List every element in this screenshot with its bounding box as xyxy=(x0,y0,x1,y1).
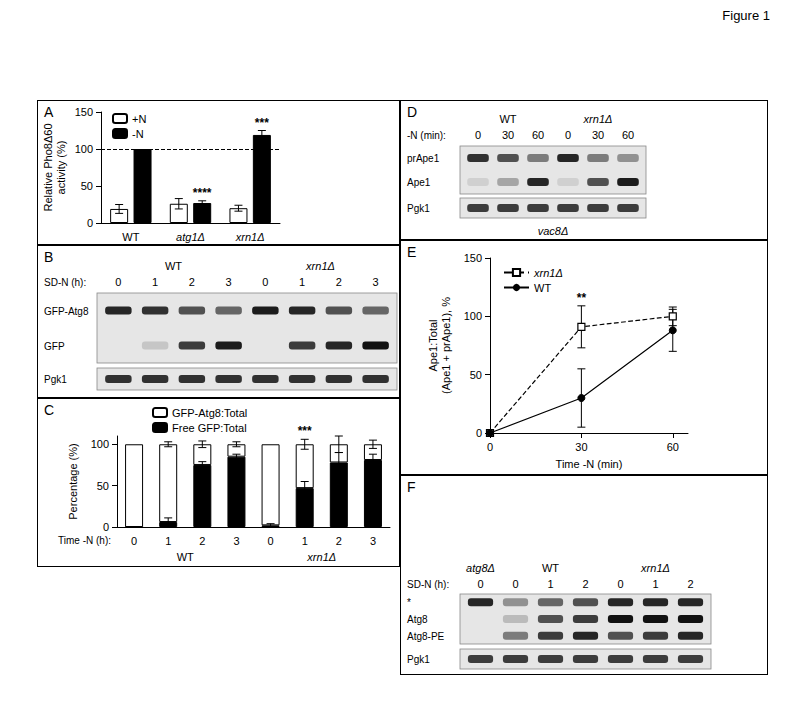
svg-text:Free GFP:Total: Free GFP:Total xyxy=(172,422,247,434)
svg-text:SD-N (h):: SD-N (h): xyxy=(407,579,449,590)
svg-text:+N: +N xyxy=(132,113,146,125)
svg-text:WT: WT xyxy=(542,562,559,574)
svg-text:xrn1Δ: xrn1Δ xyxy=(305,260,335,272)
svg-text:0: 0 xyxy=(87,217,93,229)
svg-text:-N: -N xyxy=(132,128,144,140)
svg-text:0: 0 xyxy=(475,129,481,141)
svg-text:2: 2 xyxy=(336,535,342,547)
svg-text:GFP-Atg8:Total: GFP-Atg8:Total xyxy=(172,407,247,419)
svg-text:atg8Δ: atg8Δ xyxy=(466,562,495,574)
svg-text:1: 1 xyxy=(165,535,171,547)
svg-text:xrn1Δ: xrn1Δ xyxy=(235,231,265,243)
svg-text:GFP-Atg8: GFP-Atg8 xyxy=(44,306,89,317)
svg-text:150: 150 xyxy=(75,106,93,118)
svg-text:0: 0 xyxy=(268,535,274,547)
svg-text:Relative Pho8Δ60: Relative Pho8Δ60 xyxy=(42,123,54,211)
svg-text:xrn1Δ: xrn1Δ xyxy=(640,562,670,574)
svg-text:0: 0 xyxy=(262,276,268,288)
svg-text:100: 100 xyxy=(75,143,93,155)
svg-text:1: 1 xyxy=(299,276,305,288)
svg-text:3: 3 xyxy=(370,535,376,547)
svg-text:1: 1 xyxy=(547,578,553,590)
svg-text:0: 0 xyxy=(477,578,483,590)
svg-text:60: 60 xyxy=(622,129,634,141)
html-text:F: F xyxy=(407,479,416,495)
svg-text:150: 150 xyxy=(464,252,482,264)
svg-text:2: 2 xyxy=(189,276,195,288)
svg-text:1: 1 xyxy=(652,578,658,590)
svg-text:***: *** xyxy=(298,424,312,438)
svg-text:Ape1:Total: Ape1:Total xyxy=(427,320,439,372)
svg-text:30: 30 xyxy=(575,441,587,453)
svg-text:30: 30 xyxy=(502,129,514,141)
svg-text:50: 50 xyxy=(470,369,482,381)
svg-text:Pgk1: Pgk1 xyxy=(44,374,67,385)
svg-text:**: ** xyxy=(577,291,587,305)
svg-text:vac8Δ: vac8Δ xyxy=(538,225,569,237)
svg-text:****: **** xyxy=(193,186,212,200)
svg-text:xrn1Δ: xrn1Δ xyxy=(533,267,563,279)
svg-text:100: 100 xyxy=(464,310,482,322)
svg-text:SD-N (h):: SD-N (h): xyxy=(44,277,86,288)
svg-text:2: 2 xyxy=(687,578,693,590)
svg-text:activity (%): activity (%) xyxy=(55,141,67,195)
svg-text:3: 3 xyxy=(226,276,232,288)
svg-text:60: 60 xyxy=(532,129,544,141)
svg-text:0: 0 xyxy=(115,276,121,288)
svg-text:atg1Δ: atg1Δ xyxy=(176,231,205,243)
html-text:B: B xyxy=(44,249,54,265)
svg-text:Pgk1: Pgk1 xyxy=(407,654,430,665)
svg-text:Atg8: Atg8 xyxy=(407,614,428,625)
svg-text:(Ape1 + prApe1), %: (Ape1 + prApe1), % xyxy=(440,297,452,394)
svg-text:Time -N (min): Time -N (min) xyxy=(556,458,623,470)
html-text:E: E xyxy=(407,244,417,260)
svg-text:Time -N (h):: Time -N (h): xyxy=(58,535,111,546)
svg-text:2: 2 xyxy=(336,276,342,288)
svg-text:Percentage (%): Percentage (%) xyxy=(67,443,79,519)
svg-text:50: 50 xyxy=(81,180,93,192)
svg-text:0: 0 xyxy=(487,441,493,453)
svg-text:30: 30 xyxy=(592,129,604,141)
html-text:D: D xyxy=(407,104,418,120)
svg-text:xrn1Δ: xrn1Δ xyxy=(583,113,613,125)
svg-text:3: 3 xyxy=(233,535,239,547)
svg-text:***: *** xyxy=(255,116,269,130)
svg-text:*: * xyxy=(407,597,411,608)
svg-text:-N (min):: -N (min): xyxy=(407,130,446,141)
svg-text:50: 50 xyxy=(97,480,109,492)
svg-text:Pgk1: Pgk1 xyxy=(407,203,430,214)
html-text:Figure 1: Figure 1 xyxy=(722,8,770,23)
svg-text:0: 0 xyxy=(476,427,482,439)
svg-text:0: 0 xyxy=(565,129,571,141)
svg-text:WT: WT xyxy=(165,260,182,272)
svg-text:Ape1: Ape1 xyxy=(407,177,431,188)
svg-text:2: 2 xyxy=(199,535,205,547)
svg-text:60: 60 xyxy=(667,441,679,453)
svg-text:GFP: GFP xyxy=(44,341,65,352)
svg-text:WT: WT xyxy=(177,551,194,563)
svg-text:prApe1: prApe1 xyxy=(407,153,440,164)
svg-text:2: 2 xyxy=(582,578,588,590)
svg-text:Atg8-PE: Atg8-PE xyxy=(407,631,445,642)
svg-text:1: 1 xyxy=(302,535,308,547)
svg-text:WT: WT xyxy=(534,282,551,294)
svg-text:0: 0 xyxy=(617,578,623,590)
svg-text:0: 0 xyxy=(103,521,109,533)
svg-text:0: 0 xyxy=(131,535,137,547)
svg-text:3: 3 xyxy=(373,276,379,288)
svg-text:xrn1Δ: xrn1Δ xyxy=(306,551,336,563)
html-text:C: C xyxy=(44,402,55,418)
svg-text:0: 0 xyxy=(512,578,518,590)
svg-text:WT: WT xyxy=(499,113,516,125)
html-text:A: A xyxy=(44,104,54,120)
svg-text:WT: WT xyxy=(122,231,139,243)
svg-text:1: 1 xyxy=(152,276,158,288)
svg-text:100: 100 xyxy=(91,438,109,450)
